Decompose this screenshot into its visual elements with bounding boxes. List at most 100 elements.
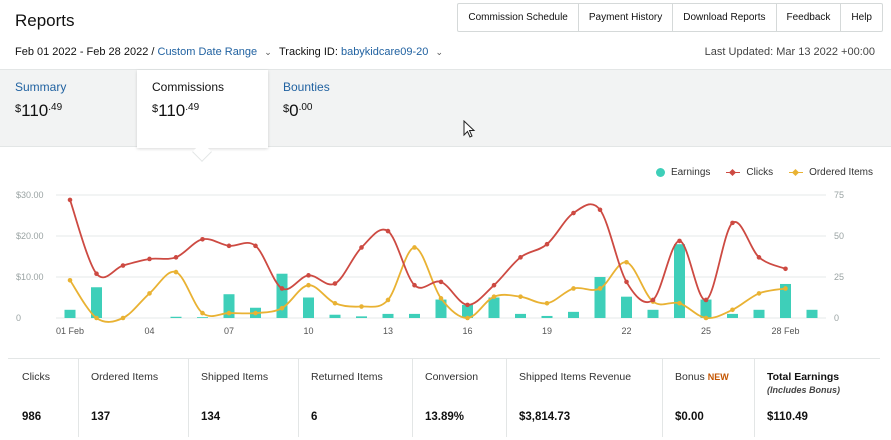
earnings-bar	[594, 277, 606, 318]
earnings-bar	[647, 309, 659, 318]
tracking-id-value[interactable]: babykidcare09-20	[340, 46, 429, 58]
ordered-items-point	[226, 310, 232, 316]
clicks-point	[94, 271, 99, 277]
legend-earnings[interactable]: Earnings	[655, 167, 710, 178]
earnings-bar	[515, 313, 526, 318]
legend-ordered-items[interactable]: Ordered Items	[789, 167, 873, 178]
stat-label: Shipped Items	[201, 371, 269, 383]
currency-symbol: $	[15, 103, 22, 115]
filter-bar: Feb 01 2022 - Feb 28 2022 / Custom Date …	[0, 42, 891, 62]
ordered-items-point	[783, 286, 788, 291]
clicks-point	[756, 255, 762, 260]
earnings-bar	[170, 316, 182, 318]
clicks-point	[544, 241, 550, 247]
ordered-items-point	[173, 269, 179, 275]
download-reports-link[interactable]: Download Reports	[672, 4, 775, 31]
commission-schedule-link[interactable]: Commission Schedule	[468, 12, 568, 23]
stat-value: 13.89%	[425, 411, 465, 423]
custom-date-range-link[interactable]: Custom Date Range	[157, 46, 258, 58]
stat-label: Returned Items	[311, 371, 383, 383]
clicks-point	[491, 282, 497, 288]
stat-shipped-revenue: Shipped Items Revenue $3,814.73	[506, 359, 662, 437]
stat-value: 6	[311, 411, 318, 423]
tab-commissions[interactable]: Commissions $110.49	[137, 70, 268, 148]
clicks-point	[438, 279, 444, 285]
date-range-selector[interactable]: Feb 01 2022 - Feb 28 2022 / Custom Date …	[15, 46, 272, 58]
x-tick-label: 10	[303, 326, 313, 336]
stat-bonus-label: Bonus	[675, 371, 705, 383]
tab-summary[interactable]: Summary $110.49	[0, 70, 137, 148]
ordered-items-point	[200, 310, 205, 316]
chevron-down-icon[interactable]: ⌄	[264, 47, 272, 57]
clicks-point	[730, 220, 735, 226]
x-tick-label: 01 Feb	[56, 326, 84, 336]
ordered-items-point	[67, 277, 73, 283]
ordered-items-line	[69, 246, 786, 323]
stat-conversion: Conversion 13.89%	[412, 359, 506, 437]
stat-value: 134	[201, 411, 221, 423]
tracking-id-selector[interactable]: Tracking ID: babykidcare09-20 ⌄	[279, 46, 443, 58]
y-left-tick-label: 0	[16, 313, 21, 323]
stat-value: $0.00	[675, 411, 704, 423]
new-badge: NEW	[707, 372, 729, 382]
clicks-point	[147, 256, 152, 262]
x-tick-label: 22	[621, 326, 631, 336]
tracking-id-label: Tracking ID:	[279, 46, 338, 58]
ordered-items-point	[597, 286, 603, 291]
ordered-items-point	[624, 259, 629, 265]
legend-ordered-swatch	[789, 168, 804, 177]
ordered-items-point	[120, 315, 126, 321]
earnings-bar	[568, 311, 579, 318]
x-tick-label: 07	[224, 326, 234, 336]
payment-history-link[interactable]: Payment History	[577, 4, 672, 31]
earnings-bar	[356, 316, 367, 318]
clicks-point	[67, 197, 73, 203]
help-link[interactable]: Help	[840, 4, 882, 31]
stat-returned-items: Returned Items 6	[298, 359, 412, 437]
chart-svg: 0 $10.00 $20.00 $30.00 0 25 50 75 01 Feb 04 07 10 13…	[16, 190, 844, 336]
clicks-point	[385, 228, 391, 234]
amount-whole: 0	[289, 101, 299, 120]
x-tick-label: 25	[701, 326, 711, 336]
earnings-bar	[223, 294, 235, 318]
page-title: Reports	[15, 11, 75, 30]
amount-cents: .00	[298, 102, 313, 113]
currency-symbol: $	[152, 103, 159, 115]
tab-bounties-value: $0.00	[283, 101, 398, 121]
earnings-bar	[780, 283, 791, 318]
tab-bounties[interactable]: Bounties $0.00	[268, 70, 398, 148]
chevron-down-icon[interactable]: ⌄	[435, 47, 444, 57]
stats-bar: Clicks 986 Ordered Items 137 Shipped Ite…	[8, 358, 880, 437]
y-left-tick-label: $20.00	[16, 231, 44, 241]
feedback-link[interactable]: Feedback	[775, 4, 841, 31]
clicks-point	[173, 255, 179, 260]
ordered-items-point	[544, 300, 550, 306]
clicks-point	[597, 207, 603, 213]
ordered-items-point	[571, 286, 576, 291]
ordered-items-point	[518, 294, 523, 299]
y-right-tick-label: 75	[834, 190, 844, 200]
ordered-items-point	[730, 307, 735, 313]
y-right-tick-label: 25	[834, 272, 844, 282]
mouse-cursor-icon	[463, 120, 476, 138]
earnings-bar	[462, 304, 473, 318]
header-links: Commission Schedule Payment History Down…	[457, 3, 883, 32]
legend-clicks[interactable]: Clicks	[726, 167, 773, 178]
legend-clicks-label: Clicks	[746, 167, 774, 178]
clicks-line	[69, 199, 786, 306]
earnings-bar	[91, 287, 102, 318]
clicks-point	[200, 236, 205, 242]
earnings-bar	[753, 309, 765, 318]
chart-legend: Earnings Clicks Ordered Items	[640, 167, 873, 178]
stat-sublabel: (Includes Bonus)	[767, 385, 841, 395]
legend-ordered-label: Ordered Items	[809, 167, 873, 178]
stat-label: Total Earnings	[767, 371, 840, 383]
x-tick-label: 28 Feb	[771, 326, 799, 336]
legend-clicks-swatch	[726, 168, 741, 177]
clicks-point	[120, 263, 126, 268]
stat-shipped-items: Shipped Items 134	[188, 359, 298, 437]
ordered-items-point	[412, 245, 417, 250]
clicks-point	[677, 238, 682, 244]
stat-total-earnings: Total Earnings (Includes Bonus) $110.49	[754, 359, 880, 437]
stat-label: Shipped Items Revenue	[519, 371, 632, 383]
